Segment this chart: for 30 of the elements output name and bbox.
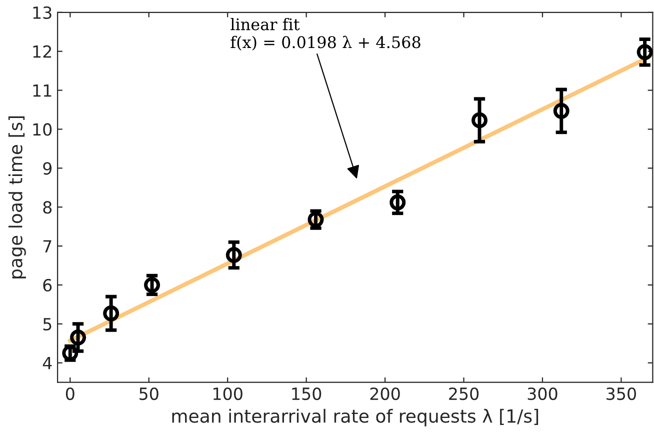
y-tick-label: 12 xyxy=(33,45,52,58)
y-tick-label: 10 xyxy=(33,123,52,136)
x-tick-label: 150 xyxy=(292,387,322,400)
point xyxy=(226,247,242,263)
point xyxy=(144,276,160,293)
x-tick-label: 300 xyxy=(528,387,558,400)
x-tick-label: 50 xyxy=(140,387,158,400)
x-tick-label: 0 xyxy=(66,387,74,400)
x-axis-title: mean interarrival rate of requests λ [1/s] xyxy=(172,408,538,426)
y-tick-label: 7 xyxy=(43,240,52,252)
y-axis-title: page load time [s] xyxy=(8,116,26,278)
y-tick-label: 5 xyxy=(43,318,52,330)
y-tick-label: 9 xyxy=(43,162,52,175)
y-tick-label: 4 xyxy=(42,357,52,370)
y-tick-label: 11 xyxy=(33,84,52,97)
x-tick-label: 100 xyxy=(214,387,242,400)
x-tick-label: 200 xyxy=(370,387,400,400)
point xyxy=(103,305,120,322)
annotation: linear fit f(x) = 0.0198 λ + 4.568 xyxy=(230,18,420,50)
point xyxy=(553,102,570,119)
y-tick-label: 8 xyxy=(43,201,52,214)
point xyxy=(390,194,406,210)
x-tick-label: 350 xyxy=(606,387,636,400)
x-tick-label: 250 xyxy=(449,387,479,400)
y-tick-label: 13 xyxy=(33,6,52,19)
point xyxy=(308,212,324,228)
y-tick-label: 6 xyxy=(43,278,52,292)
point xyxy=(636,44,653,60)
point xyxy=(70,330,86,346)
point xyxy=(472,112,488,128)
